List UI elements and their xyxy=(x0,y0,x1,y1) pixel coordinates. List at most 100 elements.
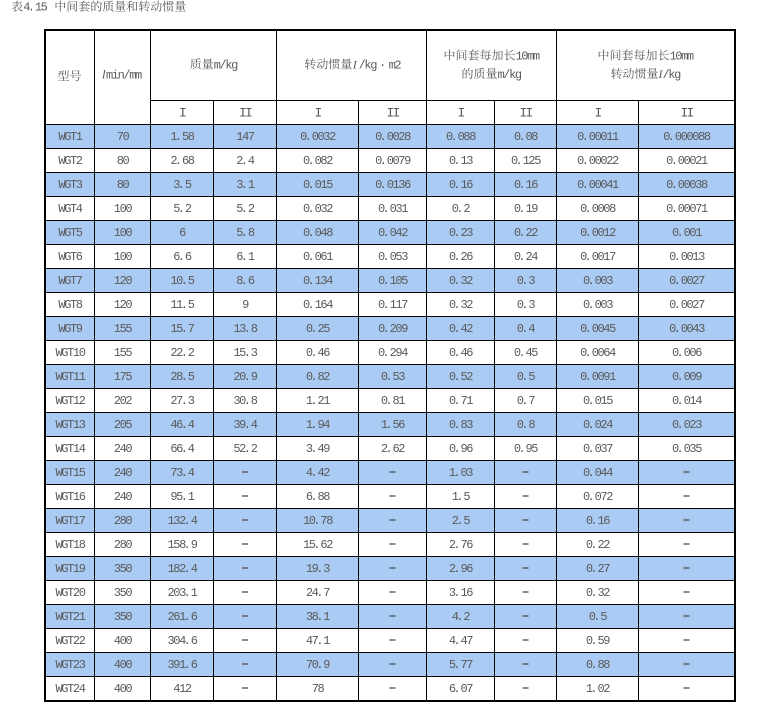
svg-text:2.4: 2.4 xyxy=(236,154,255,168)
svg-text:0.23: 0.23 xyxy=(449,226,473,240)
svg-text:80: 80 xyxy=(117,178,130,192)
svg-text:202: 202 xyxy=(114,394,133,408)
svg-text:0.009: 0.009 xyxy=(672,370,702,384)
svg-text:350: 350 xyxy=(114,586,133,600)
svg-text:4.47: 4.47 xyxy=(449,634,473,648)
svg-text:0.00038: 0.00038 xyxy=(666,178,708,192)
svg-text:2.5: 2.5 xyxy=(452,514,471,528)
svg-text:0.42: 0.42 xyxy=(449,322,473,336)
svg-text:0.5: 0.5 xyxy=(589,610,608,624)
svg-text:6.6: 6.6 xyxy=(173,250,192,264)
svg-text:2.96: 2.96 xyxy=(449,562,473,576)
svg-text:0.072: 0.072 xyxy=(583,490,613,504)
svg-text:30.8: 30.8 xyxy=(233,394,257,408)
svg-text:0.8: 0.8 xyxy=(517,418,536,432)
svg-text:0.96: 0.96 xyxy=(449,442,473,456)
svg-text:WGT1: WGT1 xyxy=(58,130,82,144)
svg-text:WGT4: WGT4 xyxy=(58,202,82,216)
svg-text:l: l xyxy=(102,66,106,81)
svg-text:0.032: 0.032 xyxy=(303,202,333,216)
svg-text:78: 78 xyxy=(312,682,325,696)
svg-text:0.0091: 0.0091 xyxy=(580,370,616,384)
svg-text:0.27: 0.27 xyxy=(586,562,610,576)
svg-text:350: 350 xyxy=(114,610,133,624)
svg-text:m/kg: m/kg xyxy=(214,58,238,72)
svg-text:0.0008: 0.0008 xyxy=(580,202,616,216)
svg-text:15.7: 15.7 xyxy=(170,322,194,336)
svg-text:0.0064: 0.0064 xyxy=(580,346,616,360)
svg-text:0.125: 0.125 xyxy=(511,154,541,168)
svg-text:0.00011: 0.00011 xyxy=(577,130,619,144)
svg-text:0.0013: 0.0013 xyxy=(669,250,705,264)
svg-text:0.015: 0.015 xyxy=(583,394,613,408)
svg-text:WGT17: WGT17 xyxy=(55,514,85,528)
svg-text:WGT2: WGT2 xyxy=(58,154,82,168)
svg-text:4.15: 4.15 xyxy=(23,1,47,15)
svg-text:0.00022: 0.00022 xyxy=(577,154,619,168)
svg-text:0.0043: 0.0043 xyxy=(669,322,705,336)
svg-text:WGT10: WGT10 xyxy=(55,346,85,360)
svg-text:1.94: 1.94 xyxy=(306,418,330,432)
svg-text:0.22: 0.22 xyxy=(514,226,538,240)
svg-text:0.015: 0.015 xyxy=(303,178,333,192)
svg-text:304.6: 304.6 xyxy=(167,634,197,648)
svg-text:0.048: 0.048 xyxy=(303,226,333,240)
svg-text:3.49: 3.49 xyxy=(306,442,330,456)
svg-text:100: 100 xyxy=(114,250,133,264)
svg-text:400: 400 xyxy=(114,658,133,672)
svg-text:1.02: 1.02 xyxy=(586,682,610,696)
svg-text:10.5: 10.5 xyxy=(170,274,194,288)
svg-text:WGT11: WGT11 xyxy=(55,370,85,384)
svg-text:0.0017: 0.0017 xyxy=(580,250,616,264)
svg-text:1.03: 1.03 xyxy=(449,466,473,480)
svg-text:WGT9: WGT9 xyxy=(58,322,82,336)
svg-text:391.6: 391.6 xyxy=(167,658,197,672)
svg-text:20.9: 20.9 xyxy=(233,370,257,384)
svg-text:147: 147 xyxy=(236,130,255,144)
svg-text:155: 155 xyxy=(114,322,133,336)
svg-text:0.003: 0.003 xyxy=(583,274,613,288)
svg-text:400: 400 xyxy=(114,682,133,696)
svg-text:120: 120 xyxy=(114,298,133,312)
svg-text:0.25: 0.25 xyxy=(306,322,330,336)
svg-text:0.2: 0.2 xyxy=(452,202,471,216)
svg-text:205: 205 xyxy=(114,418,133,432)
svg-text:0.134: 0.134 xyxy=(303,274,333,288)
svg-text:0.042: 0.042 xyxy=(378,226,408,240)
svg-text:13.8: 13.8 xyxy=(233,322,257,336)
svg-text:WGT6: WGT6 xyxy=(58,250,82,264)
svg-text:0.3: 0.3 xyxy=(517,274,536,288)
svg-text:0.088: 0.088 xyxy=(446,130,476,144)
svg-text:38.1: 38.1 xyxy=(306,610,330,624)
svg-text:240: 240 xyxy=(114,442,133,456)
svg-text:II: II xyxy=(519,106,532,121)
svg-text:WGT14: WGT14 xyxy=(55,442,85,456)
svg-text:/kg: /kg xyxy=(359,58,378,72)
svg-text:11.5: 11.5 xyxy=(170,298,194,312)
svg-text:6.1: 6.1 xyxy=(236,250,255,264)
svg-text:100: 100 xyxy=(114,202,133,216)
svg-text:52.2: 52.2 xyxy=(233,442,257,456)
svg-text:155: 155 xyxy=(114,346,133,360)
svg-text:158.9: 158.9 xyxy=(167,538,197,552)
svg-text:0.71: 0.71 xyxy=(449,394,473,408)
svg-text:WGT21: WGT21 xyxy=(55,610,85,624)
svg-text:II: II xyxy=(680,106,693,121)
svg-text:II: II xyxy=(386,106,399,121)
svg-text:0.0012: 0.0012 xyxy=(580,226,616,240)
svg-text:0.5: 0.5 xyxy=(517,370,536,384)
svg-text:6: 6 xyxy=(179,226,186,240)
svg-text:46.4: 46.4 xyxy=(170,418,194,432)
svg-text:0.105: 0.105 xyxy=(378,274,408,288)
svg-text:0.3: 0.3 xyxy=(517,298,536,312)
svg-text:350: 350 xyxy=(114,562,133,576)
svg-text:0.000088: 0.000088 xyxy=(663,130,711,144)
svg-text:1.21: 1.21 xyxy=(306,394,330,408)
svg-text:0.035: 0.035 xyxy=(672,442,702,456)
svg-text:0.037: 0.037 xyxy=(583,442,613,456)
svg-text:182.4: 182.4 xyxy=(167,562,197,576)
svg-text:80: 80 xyxy=(117,154,130,168)
svg-text:0.082: 0.082 xyxy=(303,154,333,168)
svg-text:0.023: 0.023 xyxy=(672,418,702,432)
svg-text:400: 400 xyxy=(114,634,133,648)
